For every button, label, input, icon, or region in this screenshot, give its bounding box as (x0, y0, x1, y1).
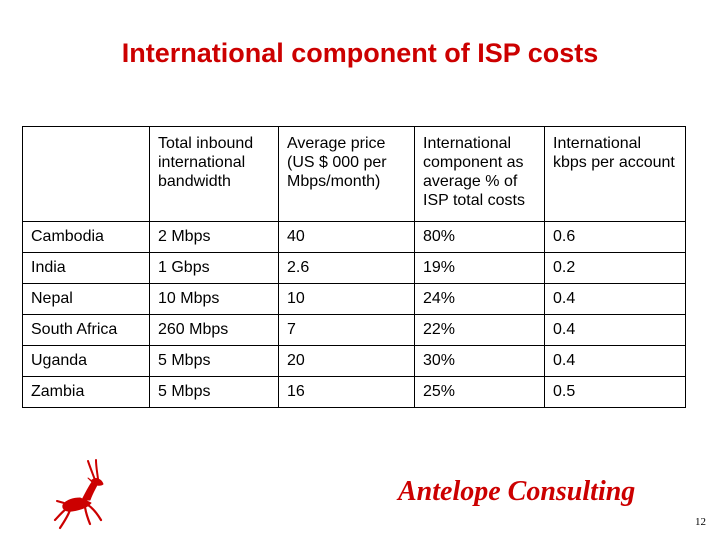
country-cell: Uganda (22, 345, 150, 377)
price-cell: 16 (278, 376, 415, 408)
intl-share-cell: 19% (414, 252, 545, 284)
table-header-row: Total inbound international bandwidth Av… (22, 126, 686, 222)
intl-share-cell: 80% (414, 221, 545, 253)
kbps-cell: 0.6 (544, 221, 686, 253)
header-cell-intl-component: International component as average % of … (414, 126, 545, 222)
bandwidth-cell: 1 Gbps (149, 252, 279, 284)
price-cell: 40 (278, 221, 415, 253)
company-brand: Antelope Consulting (398, 476, 636, 507)
bandwidth-cell: 2 Mbps (149, 221, 279, 253)
header-cell-blank (22, 126, 150, 222)
table-row: Zambia 5 Mbps 16 25% 0.5 (22, 376, 686, 408)
intl-share-cell: 24% (414, 283, 545, 315)
country-cell: South Africa (22, 314, 150, 346)
bandwidth-cell: 5 Mbps (149, 376, 279, 408)
slide-title: International component of ISP costs (121, 38, 599, 68)
kbps-cell: 0.4 (544, 283, 686, 315)
table-row: India 1 Gbps 2.6 19% 0.2 (22, 252, 686, 284)
intl-share-cell: 25% (414, 376, 545, 408)
kbps-cell: 0.4 (544, 314, 686, 346)
table-row: Nepal 10 Mbps 10 24% 0.4 (22, 283, 686, 315)
country-cell: Nepal (22, 283, 150, 315)
header-cell-kbps: International kbps per account (544, 126, 686, 222)
intl-share-cell: 30% (414, 345, 545, 377)
table-row: Uganda 5 Mbps 20 30% 0.4 (22, 345, 686, 377)
table-row: South Africa 260 Mbps 7 22% 0.4 (22, 314, 686, 346)
isp-costs-table: Total inbound international bandwidth Av… (22, 126, 686, 408)
kbps-cell: 0.5 (544, 376, 686, 408)
kbps-cell: 0.4 (544, 345, 686, 377)
antelope-icon (53, 459, 104, 530)
country-cell: Cambodia (22, 221, 150, 253)
country-cell: India (22, 252, 150, 284)
price-cell: 20 (278, 345, 415, 377)
price-cell: 10 (278, 283, 415, 315)
bandwidth-cell: 260 Mbps (149, 314, 279, 346)
header-cell-price: Average price (US $ 000 per Mbps/month) (278, 126, 415, 222)
country-cell: Zambia (22, 376, 150, 408)
header-cell-bandwidth: Total inbound international bandwidth (149, 126, 279, 222)
kbps-cell: 0.2 (544, 252, 686, 284)
table-row: Cambodia 2 Mbps 40 80% 0.6 (22, 221, 686, 253)
price-cell: 2.6 (278, 252, 415, 284)
bandwidth-cell: 5 Mbps (149, 345, 279, 377)
price-cell: 7 (278, 314, 415, 346)
page-number: 12 (695, 516, 706, 528)
intl-share-cell: 22% (414, 314, 545, 346)
bandwidth-cell: 10 Mbps (149, 283, 279, 315)
